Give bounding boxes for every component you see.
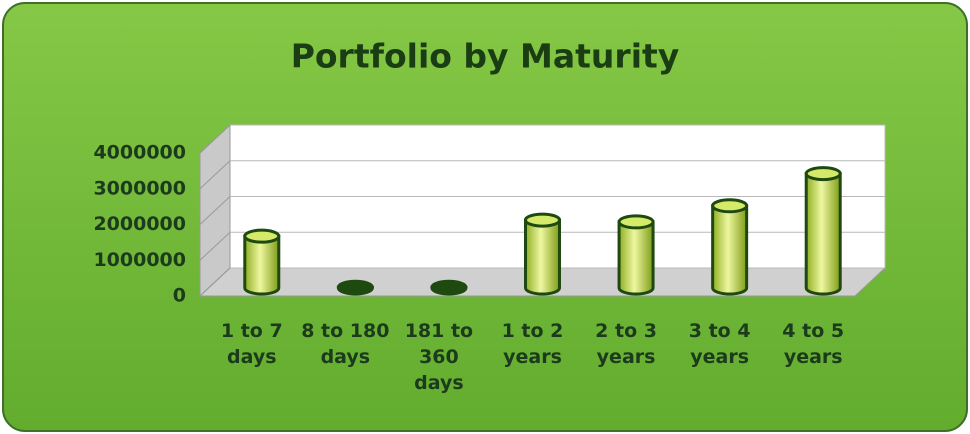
y-tick-label: 3000000: [93, 177, 186, 199]
x-tick-label: 1 to 2 years: [501, 320, 564, 368]
x-tick-label: 2 to 3 years: [595, 320, 657, 368]
grid-line: [199, 267, 231, 297]
grid-line: [199, 196, 231, 225]
y-tick-label: 0: [173, 285, 186, 307]
bar-part: [524, 218, 561, 296]
x-tick-label: 4 to 5 years: [782, 320, 845, 368]
bar-part: [336, 279, 374, 295]
bar: [804, 166, 842, 296]
bar-part: [804, 166, 842, 182]
y-tick-label: 1000000: [93, 249, 186, 271]
y-tick-label: 4000000: [93, 142, 186, 164]
bar-part: [804, 172, 842, 296]
bar-part: [243, 228, 281, 244]
x-tick-label: 8 to 180 days: [301, 320, 390, 368]
bar: [617, 214, 655, 296]
bar: [524, 212, 561, 296]
bar-part: [617, 214, 655, 230]
chart-title: Portfolio by Maturity: [291, 37, 680, 76]
bar-part: [711, 204, 749, 296]
bar: [243, 228, 281, 296]
bar-part: [711, 198, 749, 214]
grid-line: [199, 160, 231, 190]
bar-part: [430, 279, 468, 295]
bar: [336, 279, 374, 296]
grid-line: [199, 231, 231, 261]
x-tick-label: 181 to 360 days: [404, 320, 474, 394]
x-tick-label: 3 to 4 years: [688, 320, 751, 368]
bar-part: [243, 234, 281, 296]
bar: [430, 279, 468, 296]
bar-part: [524, 212, 561, 228]
bar: [711, 198, 749, 296]
y-tick-label: 2000000: [93, 213, 186, 235]
x-tick-label: 1 to 7 days: [220, 320, 283, 368]
grid-line: [199, 124, 231, 154]
bar-part: [617, 220, 655, 296]
